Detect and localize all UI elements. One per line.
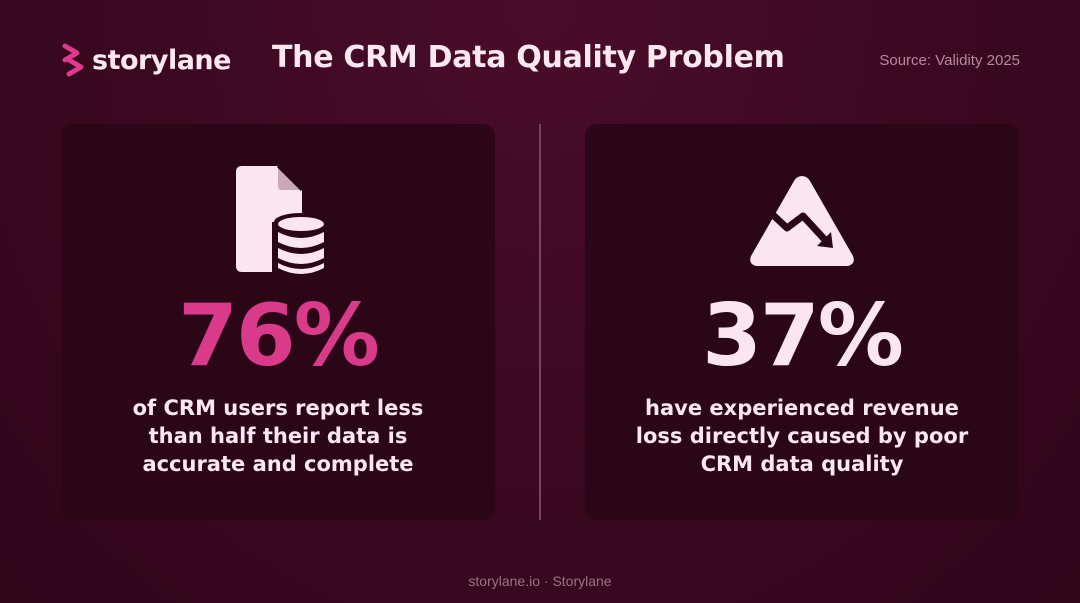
description-line: of CRM users report less: [132, 396, 424, 420]
storylane-logo-icon: [62, 43, 84, 77]
footer-text: storylane.io · Storylane: [468, 573, 612, 589]
stat-card-revenue-loss: 37% have experienced revenue loss direct…: [585, 124, 1019, 520]
stat-description: have experienced revenue loss directly c…: [585, 394, 1019, 478]
description-line: accurate and complete: [142, 452, 414, 476]
description-line: loss directly caused by poor: [635, 424, 969, 448]
source-label: Source: Validity 2025: [879, 52, 1020, 69]
description-line: have experienced revenue: [645, 396, 959, 420]
header: storylane The CRM Data Quality Problem S…: [0, 0, 1080, 120]
description-line: CRM data quality: [700, 452, 904, 476]
logo[interactable]: storylane: [60, 40, 231, 80]
description-line: than half their data is: [148, 424, 408, 448]
divider: [539, 124, 541, 520]
stat-description: of CRM users report less than half their…: [61, 394, 495, 478]
stat-value: 76%: [178, 286, 380, 386]
document-database-icon: [61, 166, 495, 276]
stat-value: 37%: [702, 286, 904, 386]
stat-card-crm-accuracy: 76% of CRM users report less than half t…: [61, 124, 495, 520]
page-title: The CRM Data Quality Problem: [272, 40, 785, 75]
logo-text: storylane: [92, 44, 231, 76]
warning-trend-down-icon: [585, 172, 1019, 272]
